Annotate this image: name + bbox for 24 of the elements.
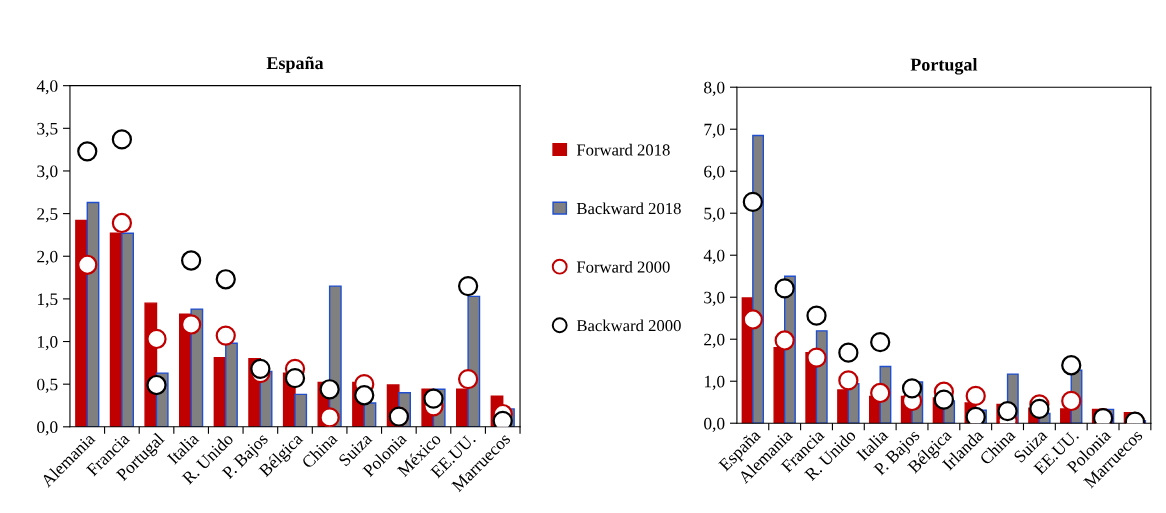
y-tick-label: 4,0 <box>36 80 58 95</box>
y-tick-label: 3,0 <box>37 165 58 180</box>
y-tick-label: 5,0 <box>704 207 725 222</box>
y-tick-label: 0,0 <box>704 417 725 432</box>
y-tick-label: 3,0 <box>704 291 725 306</box>
legend-label: Forward 2018 <box>576 143 670 156</box>
legend-label: Backward 2018 <box>576 202 681 215</box>
y-tick-label: 1,0 <box>704 375 725 390</box>
y-tick-label: 2,5 <box>37 208 58 223</box>
y-tick-label: 8,0 <box>704 81 725 96</box>
y-tick-label: 0,0 <box>37 421 58 436</box>
y-tick-label: 0,5 <box>37 378 58 393</box>
y-tick-label: 2,0 <box>704 333 725 348</box>
legend-label: Forward 2000 <box>576 260 670 273</box>
chart-title: España <box>266 56 324 73</box>
y-tick-label: 6,0 <box>704 165 725 180</box>
chart-title: Portugal <box>910 58 978 75</box>
y-tick-label: 1,0 <box>37 336 58 351</box>
y-tick-label: 4,0 <box>703 249 725 264</box>
y-tick-label: 2,0 <box>37 250 58 265</box>
y-tick-label: 1,5 <box>37 293 58 308</box>
y-tick-label: 3,5 <box>37 122 58 138</box>
y-tick-label: 7,0 <box>704 123 725 138</box>
legend-label: Backward 2000 <box>576 319 681 332</box>
